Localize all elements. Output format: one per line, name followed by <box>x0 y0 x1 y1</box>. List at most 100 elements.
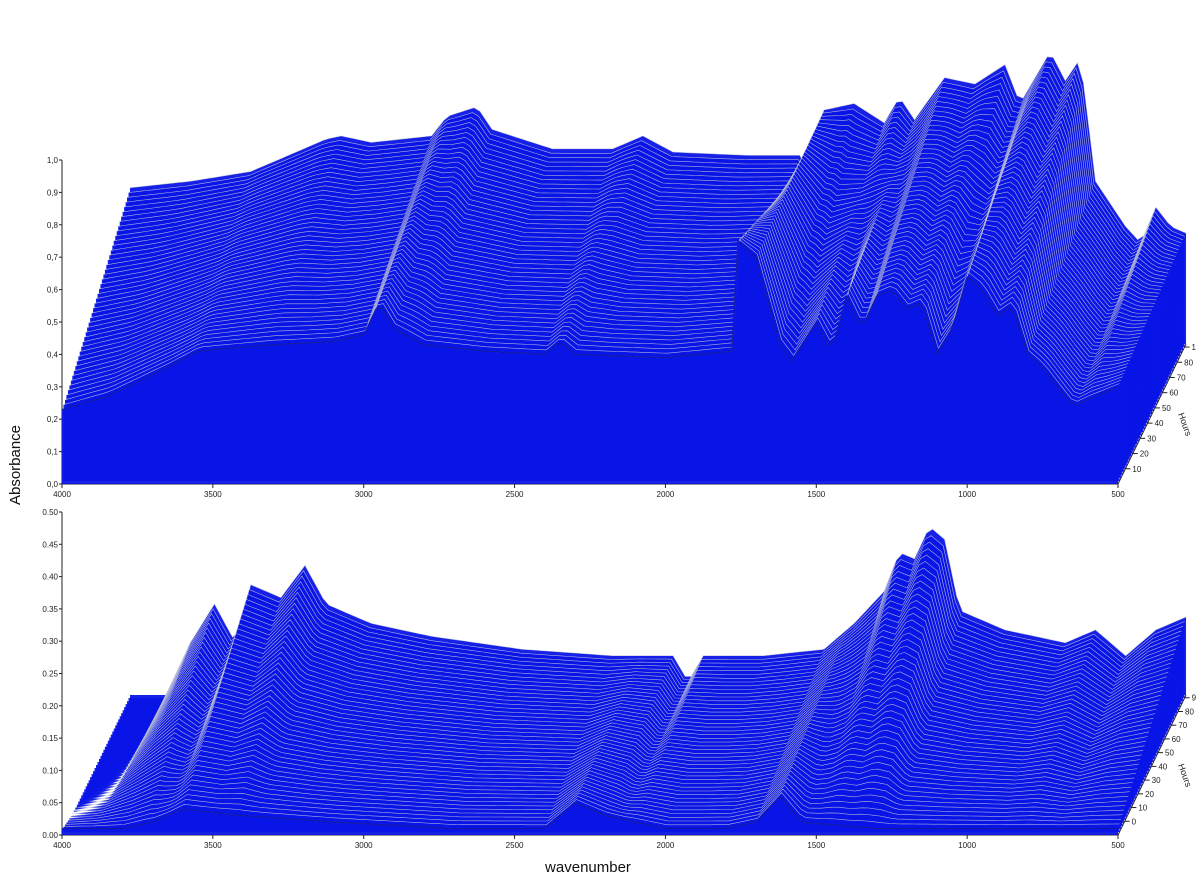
y-tick-label: 1,0 <box>47 156 59 165</box>
y-tick-label: 0,4 <box>47 350 59 359</box>
y-tick-label: 0.40 <box>42 573 58 582</box>
y-tick-label: 0,6 <box>47 286 59 295</box>
surface-mesh-line <box>70 773 1127 817</box>
surface-mesh-line <box>116 101 1173 272</box>
surface-mesh-line <box>113 600 1170 757</box>
surface-mesh-line <box>129 528 1187 734</box>
z-axis-label: Hours <box>1176 762 1194 788</box>
surface-mesh-line <box>122 81 1179 258</box>
surface-mesh-line <box>109 619 1166 763</box>
front-spectrum-line <box>62 795 1118 829</box>
y-tick-label: 0,8 <box>47 221 59 230</box>
surface-mesh-line <box>88 710 1145 792</box>
y-tick-label: 0,1 <box>47 448 59 457</box>
surface-mesh-line <box>69 232 1126 387</box>
surface-mesh-line <box>97 671 1154 780</box>
surface-mesh-line <box>119 574 1176 748</box>
surface-mesh-line <box>128 535 1185 736</box>
surface-mesh-line <box>119 91 1176 265</box>
surface-mesh-line <box>81 742 1138 802</box>
z-tick-label: 60 <box>1172 735 1181 744</box>
surface-mesh-line <box>66 235 1123 396</box>
x-tick-label: 3500 <box>204 490 222 499</box>
surface-mesh-line <box>64 788 1122 825</box>
surface-mesh-line <box>67 234 1125 391</box>
z-tick-label: 50 <box>1162 404 1171 413</box>
surface-mesh-line <box>109 126 1166 290</box>
surface-mesh-line <box>84 208 1141 351</box>
surface-mesh-line <box>63 238 1120 405</box>
surface-mesh-line <box>78 221 1135 365</box>
surface-mesh-line <box>126 66 1184 247</box>
z-tick-label: 40 <box>1155 419 1164 428</box>
surface-mesh-line <box>120 567 1178 746</box>
x-tick-label: 3500 <box>204 841 222 850</box>
surface-mesh-line <box>122 561 1179 744</box>
surface-mesh-line <box>125 548 1182 740</box>
x-tick-label: 1500 <box>807 490 825 499</box>
y-tick-label: 0.30 <box>42 637 58 646</box>
surface-mesh-line <box>128 61 1185 244</box>
surface-mesh-line <box>126 541 1184 738</box>
y-tick-label: 0,3 <box>47 383 59 392</box>
y-tick-label: 0,5 <box>47 318 59 327</box>
surface-mesh-line <box>87 201 1144 343</box>
z-tick-label: 70 <box>1178 721 1187 730</box>
y-tick-label: 0.45 <box>42 540 58 549</box>
y-axis-label: Absorbance <box>7 425 24 505</box>
x-tick-label: 3000 <box>355 490 373 499</box>
surface-mesh-line <box>67 781 1124 821</box>
surface-mesh-line <box>115 593 1172 755</box>
y-tick-label: 0.15 <box>42 734 58 743</box>
surface-mesh-line <box>79 749 1136 804</box>
surface-mesh-line <box>92 690 1150 786</box>
surface-mesh-line <box>103 645 1160 771</box>
surface-mesh-line <box>107 131 1164 293</box>
surface-mesh-line <box>101 652 1158 773</box>
surface-mesh-line <box>72 770 1129 815</box>
surface-mesh-line <box>76 224 1133 369</box>
surface-mesh-line <box>98 664 1156 777</box>
z-tick-label: 40 <box>1158 762 1167 771</box>
surface-mesh-line <box>78 754 1135 807</box>
surface-mesh-line <box>90 191 1147 336</box>
surface-mesh-line <box>123 554 1181 742</box>
surface-slice <box>62 796 1118 835</box>
z-tick-label: 80 <box>1184 358 1193 367</box>
surface-mesh-line <box>106 632 1163 767</box>
surface-mesh-line <box>70 231 1127 384</box>
surface-mesh-line <box>75 762 1132 811</box>
surface-mesh-line <box>104 639 1161 769</box>
surface-mesh-line <box>112 116 1169 283</box>
surface-mesh-line <box>110 121 1167 286</box>
x-axis-label: wavenumber <box>544 859 631 876</box>
surface-mesh-line <box>116 587 1173 753</box>
x-tick-label: 1000 <box>958 490 976 499</box>
surface-mesh-line <box>97 166 1154 318</box>
front-spectrum-line <box>61 239 1119 410</box>
surface-mesh-line <box>118 96 1175 269</box>
x-tick-label: 1500 <box>807 841 825 850</box>
y-tick-label: 0.35 <box>42 605 58 614</box>
surface-mesh-line <box>72 229 1129 380</box>
z-axis-label: Hours <box>1176 411 1194 437</box>
z-tick-label: 30 <box>1147 434 1156 443</box>
z-tick-label: 10 <box>1138 804 1147 813</box>
surface-mesh-line <box>129 56 1187 240</box>
surface-mesh-line <box>66 784 1123 823</box>
x-tick-label: 4000 <box>53 490 71 499</box>
x-tick-label: 4000 <box>53 841 71 850</box>
surface-mesh-line <box>81 215 1138 358</box>
y-tick-label: 0.05 <box>42 799 58 808</box>
x-tick-label: 2000 <box>657 841 675 850</box>
top-panel: 0,0 0,1 0,2 0,3 0,4 0,5 0,6 0,7 0,8 0,9 1,0 4000 350… <box>47 56 1197 499</box>
x-tick-label: 500 <box>1111 490 1125 499</box>
x-tick-label: 2500 <box>506 841 524 850</box>
surface-mesh-line <box>76 759 1133 809</box>
surface-mesh-line <box>100 658 1157 775</box>
surface-slice <box>62 241 1118 484</box>
x-tick-label: 3000 <box>355 841 373 850</box>
surface-mesh-line <box>95 677 1153 782</box>
surface-mesh-line <box>85 723 1142 796</box>
surface-mesh-line <box>64 237 1122 401</box>
